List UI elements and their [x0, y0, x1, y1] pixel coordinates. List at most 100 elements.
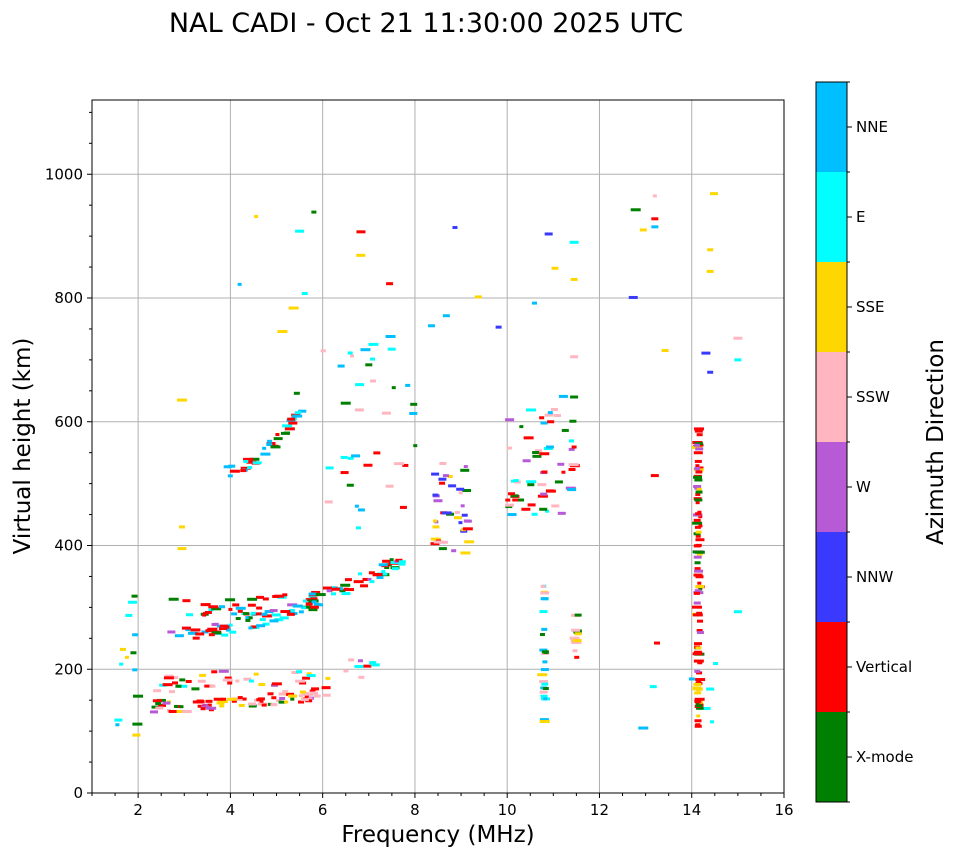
echo-mark	[201, 705, 210, 709]
echo-mark	[638, 726, 649, 730]
echo-mark	[229, 630, 237, 634]
echo-mark	[269, 619, 279, 623]
echo-mark	[271, 682, 282, 686]
echo-mark	[539, 633, 545, 637]
echo-mark	[693, 601, 701, 605]
echo-mark	[695, 492, 701, 496]
echo-mark	[693, 642, 702, 646]
echo-mark	[340, 583, 351, 587]
echo-mark	[211, 631, 222, 635]
echo-mark	[295, 679, 306, 683]
echo-mark	[227, 474, 233, 478]
echo-mark	[240, 469, 247, 473]
echo-mark	[119, 662, 124, 666]
echo-mark	[221, 697, 227, 701]
echo-mark	[693, 591, 700, 595]
echo-mark	[357, 508, 365, 512]
colorbar-segment	[816, 352, 847, 442]
echo-mark	[513, 479, 519, 483]
echo-mark	[267, 702, 272, 706]
echo-mark	[284, 700, 289, 704]
echo-mark	[264, 610, 274, 614]
echo-mark	[324, 500, 333, 504]
echo-mark	[358, 675, 365, 679]
echo-mark	[661, 349, 669, 353]
axes: 2 4 6 8 10 12 14 16 0 200 400 600 800 1000	[45, 111, 794, 819]
echo-mark	[301, 692, 309, 696]
echo-mark	[237, 696, 243, 700]
echo-mark	[124, 655, 129, 659]
echo-mark	[162, 701, 171, 705]
echo-mark	[701, 351, 711, 355]
echo-mark	[393, 462, 404, 466]
echo-mark	[274, 618, 284, 622]
echo-mark	[298, 700, 305, 704]
colorbar-tick-label: NNE	[856, 118, 888, 136]
colorbar-segment	[816, 82, 847, 172]
echo-mark	[696, 470, 703, 474]
echo-mark	[177, 547, 187, 551]
echo-mark	[698, 587, 703, 591]
echo-mark	[547, 420, 555, 424]
echo-mark	[695, 512, 702, 516]
echo-mark	[292, 604, 303, 608]
echo-mark	[351, 454, 361, 458]
echo-mark	[442, 474, 449, 478]
echo-mark	[313, 602, 321, 606]
colorbar-tick-label: Vertical	[856, 658, 912, 676]
echo-mark	[378, 563, 388, 567]
echo-mark	[369, 661, 377, 665]
echo-mark	[218, 605, 225, 609]
echo-mark	[460, 529, 468, 533]
echo-mark	[527, 503, 536, 507]
echo-mark	[427, 324, 435, 328]
echo-mark	[568, 447, 575, 451]
echo-mark	[368, 342, 379, 346]
colorbar-tick-label: NNW	[856, 568, 893, 586]
echo-mark	[282, 424, 293, 428]
echo-mark	[208, 633, 215, 637]
echo-mark	[694, 567, 701, 571]
echo-mark	[296, 670, 303, 674]
echo-mark	[360, 584, 369, 588]
echo-mark	[132, 722, 143, 726]
echo-mark	[340, 455, 348, 459]
echo-mark	[331, 592, 337, 596]
echo-mark	[238, 703, 245, 707]
echo-mark	[694, 589, 701, 593]
echo-mark	[522, 459, 531, 463]
echo-mark	[228, 623, 233, 627]
echo-mark	[286, 692, 295, 696]
echo-mark	[211, 607, 222, 611]
echo-mark	[343, 669, 349, 673]
echo-mark	[280, 431, 290, 435]
echo-mark	[278, 692, 286, 696]
colorbar-segment	[816, 442, 847, 532]
echo-mark	[432, 525, 440, 529]
echo-mark	[167, 630, 176, 634]
echo-mark	[287, 417, 296, 421]
echo-mark	[373, 451, 381, 455]
echo-mark	[267, 692, 274, 696]
echo-mark	[695, 543, 702, 547]
echo-mark	[261, 612, 268, 616]
echo-mark	[261, 703, 267, 707]
echo-mark	[540, 591, 550, 595]
chart-title: NAL CADI - Oct 21 11:30:00 2025 UTC	[169, 8, 683, 39]
echo-mark	[693, 532, 701, 536]
echo-mark	[331, 587, 341, 591]
echo-mark	[207, 703, 212, 707]
echo-mark	[694, 478, 703, 482]
echo-mark	[130, 651, 137, 655]
echo-mark	[211, 670, 218, 674]
echo-mark	[208, 608, 214, 612]
echo-mark	[274, 594, 285, 598]
echo-mark	[569, 419, 577, 423]
echo-mark	[295, 229, 305, 233]
echo-mark	[385, 484, 394, 488]
echo-mark	[287, 603, 298, 607]
echo-mark	[474, 295, 482, 299]
y-tick-label: 400	[54, 537, 83, 555]
echo-mark	[696, 688, 701, 692]
echo-mark	[270, 445, 281, 449]
